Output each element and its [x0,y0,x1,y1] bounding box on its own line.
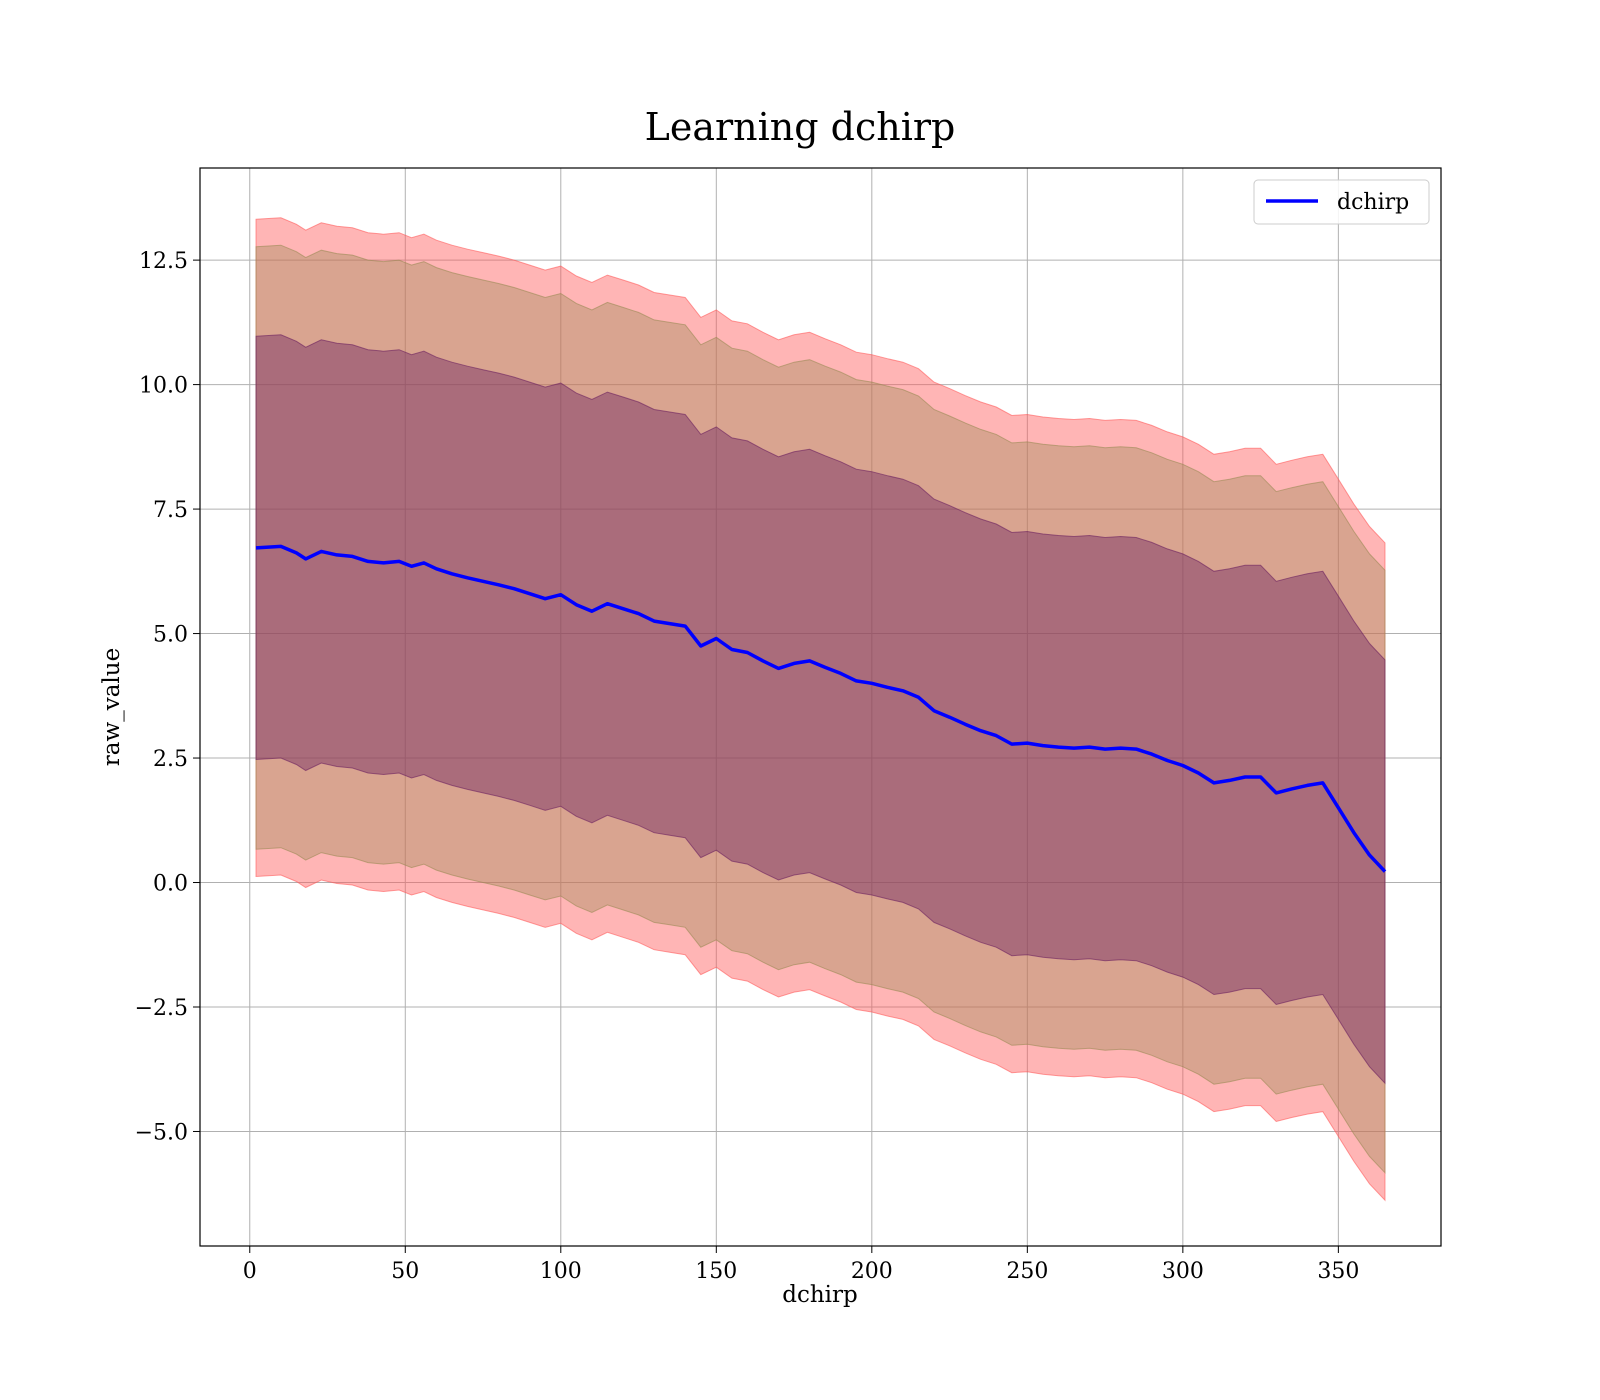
x-tick-label: 250 [1006,1259,1048,1284]
y-tick-label: 2.5 [153,747,188,772]
chart-title: Learning dchirp [645,105,956,149]
grid-lines [200,168,1441,1246]
y-tick-label: −5.0 [135,1120,188,1145]
x-tick-label: 0 [243,1259,257,1284]
y-tick-label: 12.5 [139,249,188,274]
confidence-bands [255,217,1386,1202]
y-tick-label: −2.5 [135,996,188,1021]
y-tick-label: 5.0 [153,623,188,648]
y-tick-label: 7.5 [153,498,188,523]
y-axis-label: raw_value [99,648,125,766]
x-tick-label: 300 [1162,1259,1204,1284]
x-tick-label: 150 [695,1259,737,1284]
series-line-dchirp [255,544,1387,873]
band-1 [255,244,1386,1175]
series-lines [255,544,1387,873]
y-tick-label: 0.0 [153,872,188,897]
band-2 [255,334,1386,1085]
y-tick-label: 10.0 [139,374,188,399]
x-tick-label: 100 [540,1259,582,1284]
x-tick-label: 350 [1317,1259,1359,1284]
x-axis-label: dchirp [782,1282,858,1308]
x-axis-ticks: 0 50 100 150 200 250 300 350 [243,1246,1359,1284]
legend: dchirp [1253,179,1430,225]
x-tick-label: 50 [391,1259,419,1284]
legend-label-dchirp: dchirp [1337,190,1409,215]
plot-area-frame [199,167,1442,1247]
band-0 [255,217,1386,1202]
y-axis-ticks: −5.0 −2.5 0.0 2.5 5.0 7.5 10.0 12.5 [135,249,200,1145]
legend-box [1253,179,1430,225]
x-tick-label: 200 [851,1259,893,1284]
